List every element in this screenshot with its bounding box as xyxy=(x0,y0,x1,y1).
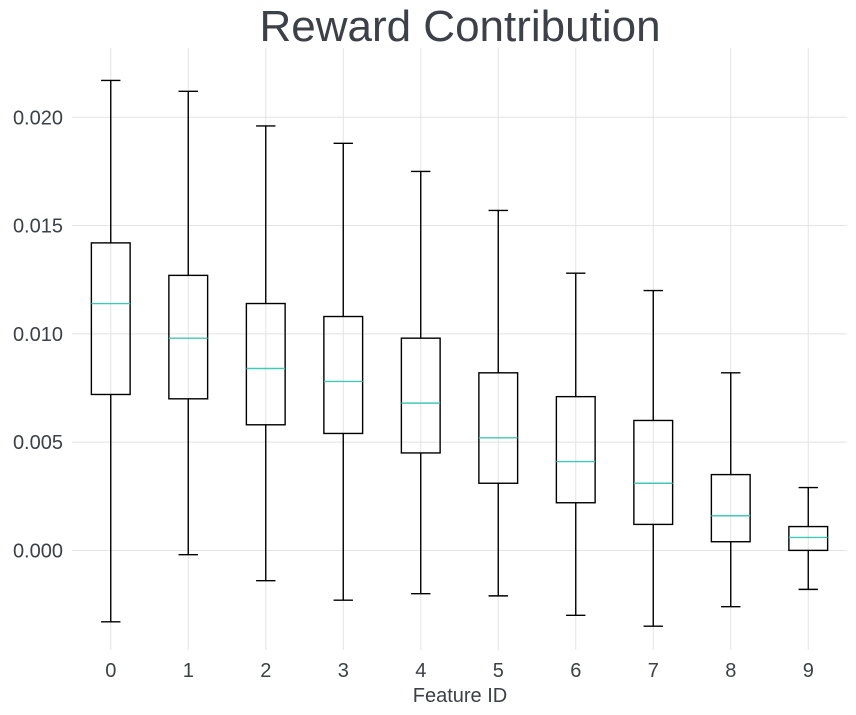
box-feature-8 xyxy=(710,372,751,608)
box-feature-4 xyxy=(400,170,441,595)
iqr-box xyxy=(400,337,441,454)
box-feature-7 xyxy=(633,289,674,627)
box-feature-2 xyxy=(245,125,286,582)
y-tick-label: 0.005 xyxy=(13,432,63,454)
box-feature-5 xyxy=(478,209,519,597)
x-tick-label: 4 xyxy=(415,660,426,682)
x-tick-label: 3 xyxy=(338,660,349,682)
iqr-box xyxy=(245,302,286,426)
box-feature-9 xyxy=(788,486,829,591)
boxes xyxy=(90,79,829,627)
y-axis-tick-labels: 0.000 0.005 0.010 0.015 0.020 xyxy=(13,107,63,562)
x-tick-label: 0 xyxy=(105,660,116,682)
iqr-box xyxy=(90,242,131,396)
x-tick-label: 2 xyxy=(260,660,271,682)
y-tick-label: 0.015 xyxy=(13,216,63,238)
iqr-box xyxy=(788,525,829,552)
y-tick-label: 0.020 xyxy=(13,107,63,129)
x-axis-label: Feature ID xyxy=(413,685,507,707)
y-tick-label: 0.010 xyxy=(13,324,63,346)
x-tick-label: 5 xyxy=(493,660,504,682)
x-tick-label: 1 xyxy=(183,660,194,682)
iqr-box xyxy=(633,419,674,526)
x-tick-label: 8 xyxy=(725,660,736,682)
box-feature-6 xyxy=(555,272,596,617)
x-tick-label: 9 xyxy=(803,660,814,682)
iqr-box xyxy=(323,315,364,435)
y-tick-label: 0.000 xyxy=(13,540,63,562)
iqr-box xyxy=(710,473,751,543)
x-tick-label: 7 xyxy=(648,660,659,682)
iqr-box xyxy=(168,274,209,400)
x-tick-label: 6 xyxy=(570,660,581,682)
box-feature-0 xyxy=(90,79,131,623)
iqr-box xyxy=(478,372,519,484)
iqr-box xyxy=(555,395,596,504)
box-feature-1 xyxy=(168,90,209,556)
x-axis-tick-labels: 0 1 2 3 4 5 6 7 8 9 xyxy=(105,660,814,682)
chart-title: Reward Contribution xyxy=(259,2,660,51)
box-feature-3 xyxy=(323,142,364,601)
